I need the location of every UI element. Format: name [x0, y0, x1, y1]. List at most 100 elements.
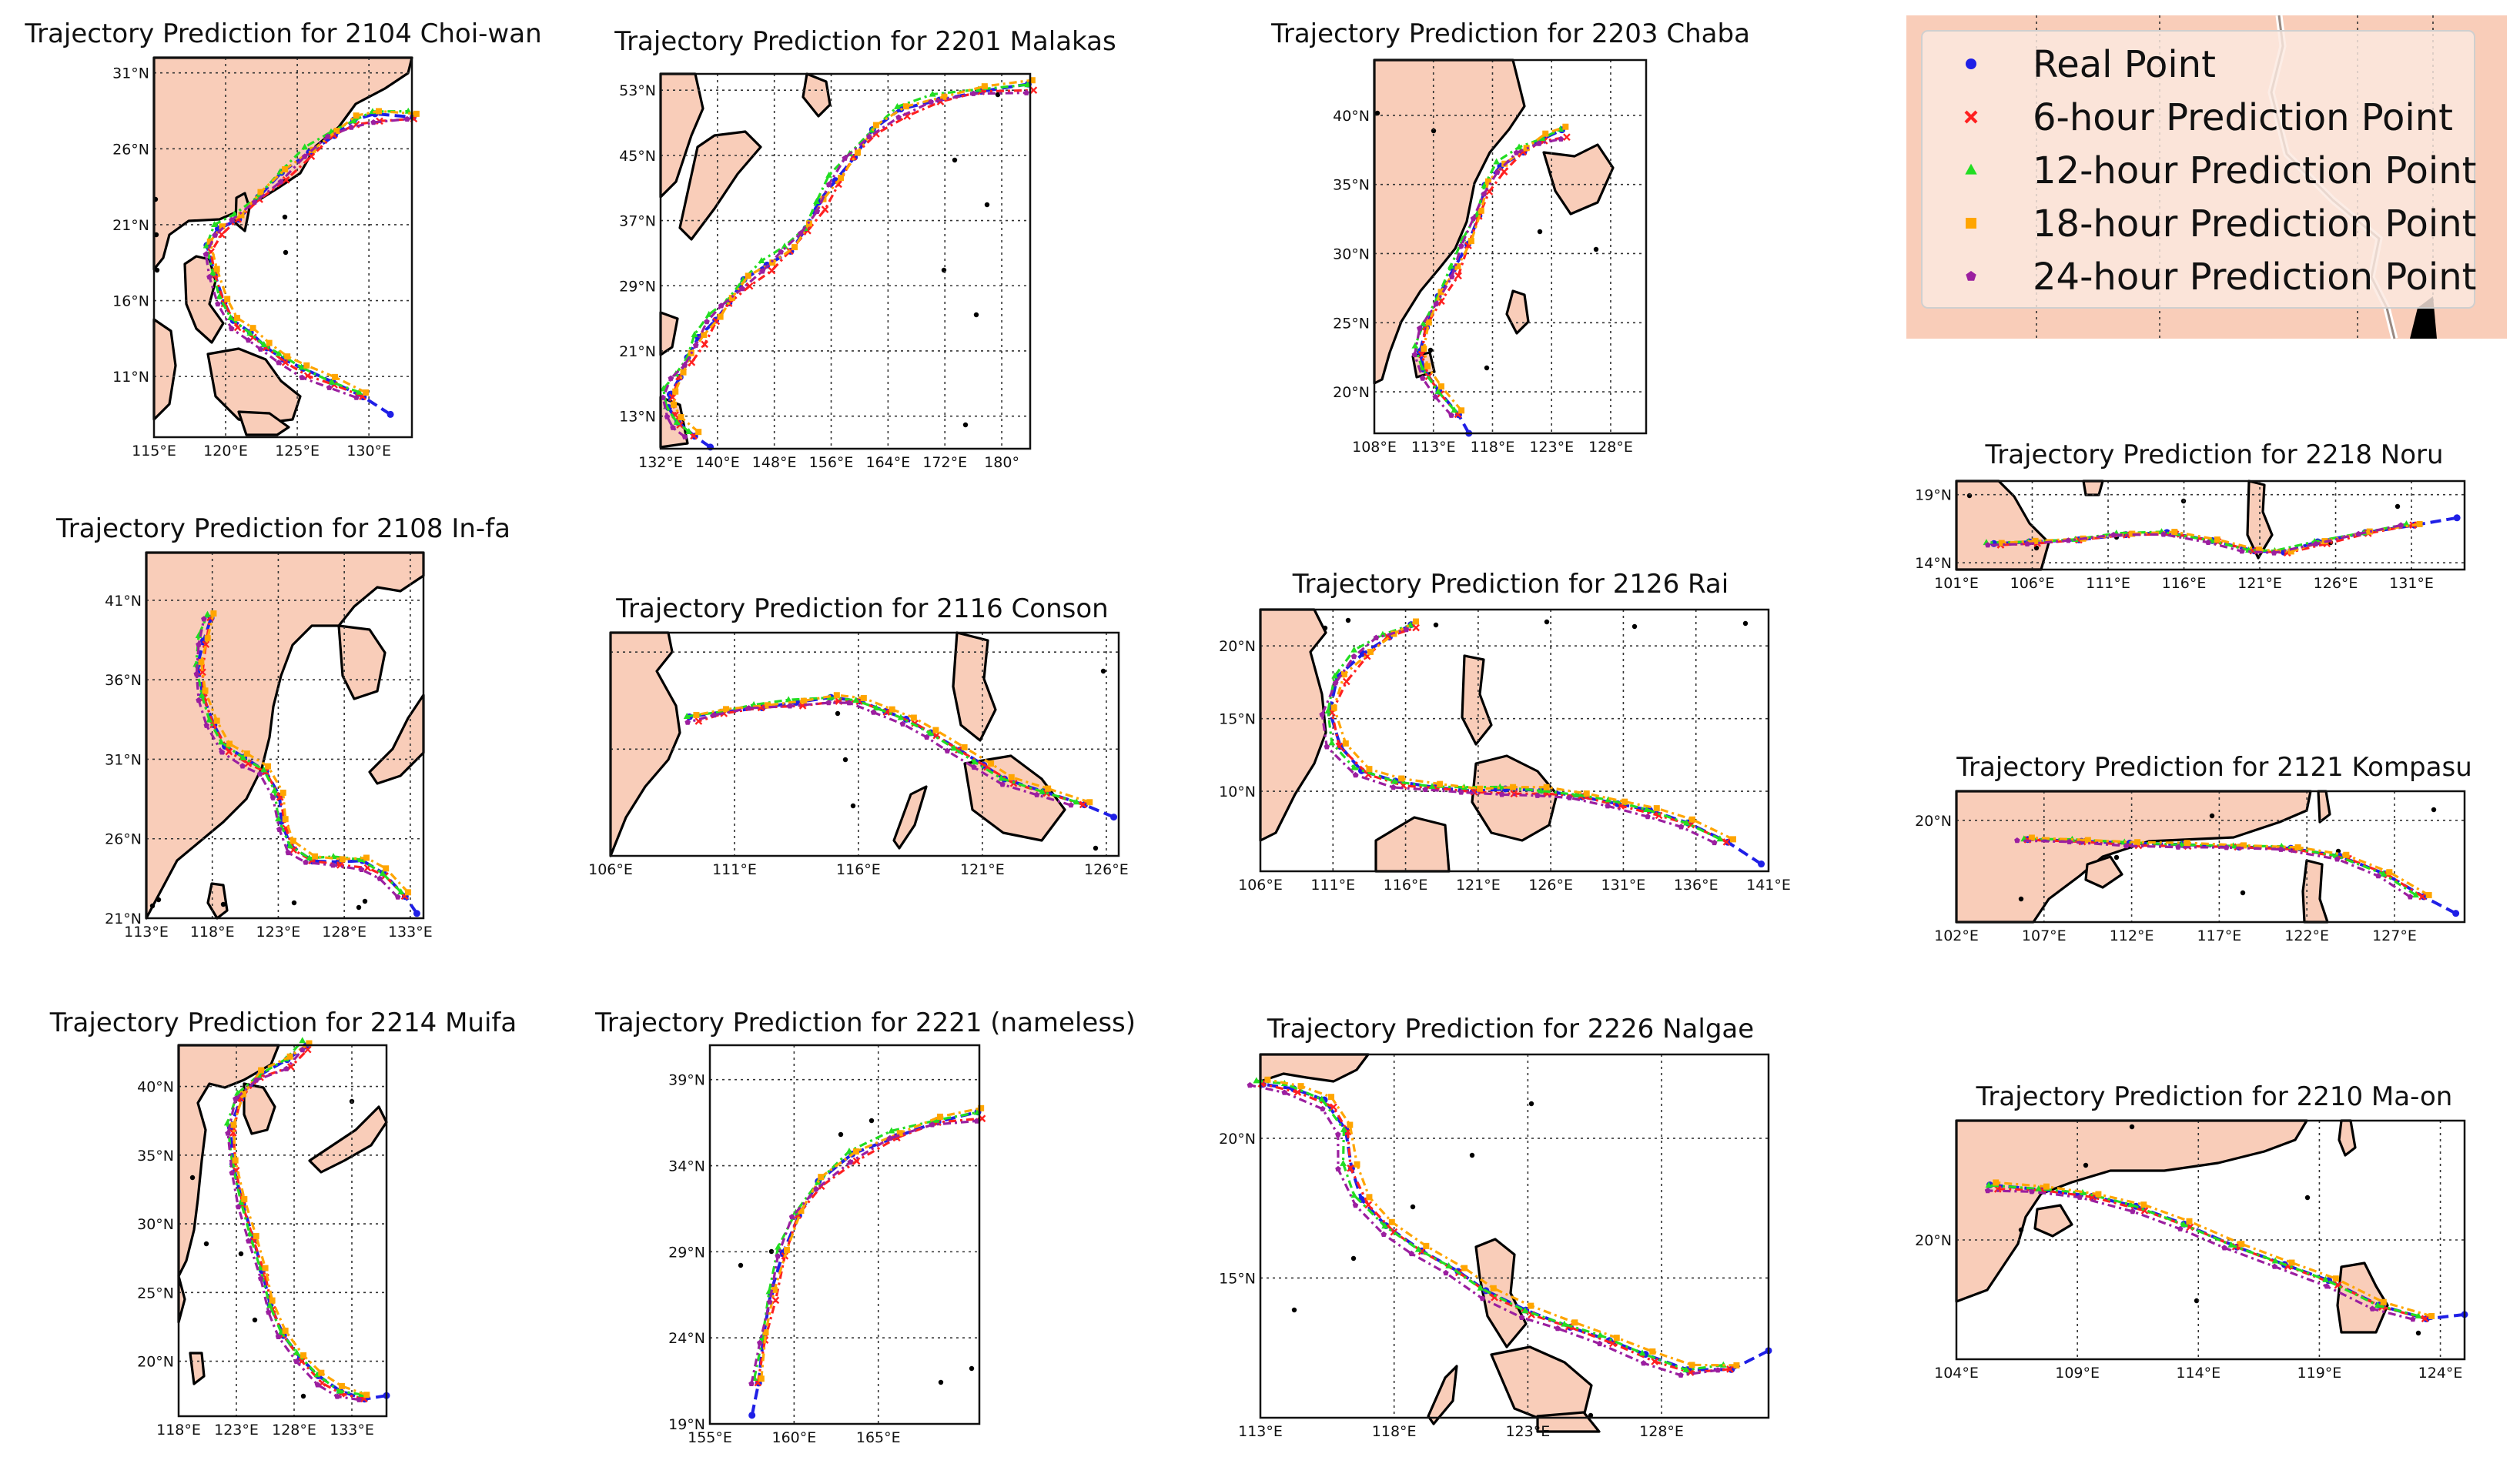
point-h24 [1352, 1202, 1359, 1208]
point-h24 [1678, 824, 1685, 830]
land-taiwan [2338, 1119, 2357, 1157]
point-h24 [229, 216, 235, 223]
land-visayas [963, 754, 1066, 842]
land-borneo [1374, 816, 1451, 873]
point-h18 [303, 362, 310, 369]
legend: Real Point 6-hour Prediction Point 12-hour… [1906, 15, 2507, 340]
point-h18 [1421, 345, 1427, 352]
plot-frame [659, 72, 1032, 450]
point-h12 [893, 102, 901, 109]
point-h24 [276, 826, 283, 832]
point-h24 [2123, 843, 2130, 849]
point-h18 [2134, 839, 2141, 846]
point-h12 [971, 758, 979, 765]
land-visayas-mindanao [1471, 754, 1558, 842]
point-h18 [2386, 869, 2393, 876]
point-h24 [215, 301, 221, 307]
point-h24 [1479, 1295, 1486, 1302]
point-h18 [2184, 840, 2190, 847]
island-dot [2431, 807, 2437, 813]
x-tick-label: 128°E [322, 924, 366, 941]
point-h18 [798, 1208, 805, 1215]
y-tick-label: 25°N [1333, 315, 1370, 332]
point-h12 [1420, 320, 1427, 327]
point-h18 [672, 388, 679, 395]
point-h12 [1414, 1245, 1422, 1252]
series-h24 [225, 1047, 363, 1402]
x-tick-label: 123°E [256, 924, 301, 941]
point-h12 [813, 197, 820, 204]
point-h12 [1447, 262, 1454, 269]
y-tick-label: 16°N [112, 293, 149, 310]
island-dot [156, 897, 162, 903]
island-dot [220, 901, 226, 907]
point-h24 [212, 232, 219, 238]
series-h24 [1985, 522, 2405, 556]
point-real [387, 410, 394, 418]
land-taiwan [1505, 289, 1530, 335]
island-dot [153, 232, 159, 238]
point-h18 [1729, 836, 1736, 843]
series-h24 [1984, 1188, 2416, 1322]
land-visayas [1490, 1345, 1593, 1425]
chart-2214-muifa: Trajectory Prediction for 2214 Muifa 118… [49, 1008, 517, 1439]
point-h24 [664, 413, 671, 419]
point-h24 [870, 709, 877, 715]
point-h24 [334, 1393, 340, 1399]
point-h24 [395, 894, 401, 900]
point-h24 [2221, 1245, 2227, 1251]
point-h6 [821, 206, 829, 214]
island-dot [1291, 1307, 1297, 1313]
point-h18 [961, 744, 968, 750]
point-h24 [1335, 1165, 1341, 1172]
y-tick-label: 45°N [619, 148, 656, 165]
y-tick-label: 11°N [112, 369, 149, 386]
island-dot [1537, 229, 1543, 235]
point-h24 [235, 1204, 242, 1210]
point-h12 [685, 427, 693, 434]
point-h12 [1716, 835, 1724, 842]
point-h18 [279, 789, 286, 796]
x-tick-label: 126°E [1084, 861, 1129, 878]
x-tick-label: 115°E [132, 443, 176, 459]
point-h24 [229, 1170, 236, 1176]
x-tick-label: 121°E [960, 861, 1005, 878]
point-h24 [1494, 169, 1501, 175]
point-h6 [1364, 1201, 1373, 1209]
island-dot [941, 267, 947, 273]
point-h18 [932, 727, 939, 734]
y-tick-label: 34°N [668, 1158, 705, 1175]
point-h18 [253, 1232, 259, 1239]
point-h24 [2355, 530, 2361, 536]
point-h12 [293, 1348, 300, 1355]
point-h18 [1354, 1161, 1360, 1168]
x-tick-label: 132°E [638, 454, 683, 471]
y-tick-label: 25°N [137, 1285, 174, 1302]
point-h24 [814, 208, 821, 214]
point-h6 [1342, 677, 1350, 686]
point-h18 [282, 166, 289, 173]
x-tick-label: 101°E [1934, 575, 1979, 592]
point-real [2452, 910, 2460, 917]
point-h12 [237, 1198, 245, 1205]
x-tick-label: 121°E [1456, 877, 1501, 894]
point-h24 [1068, 802, 1074, 808]
land-hainan [2082, 480, 2104, 496]
point-h24 [1408, 1250, 1414, 1257]
point-h18 [266, 339, 273, 346]
land-taiwan [189, 1352, 206, 1385]
point-h18 [1528, 1302, 1534, 1309]
island-dot [2415, 1330, 2421, 1336]
x-tick-label: 114°E [2176, 1365, 2220, 1382]
point-h12 [286, 842, 294, 849]
island-dot [252, 1317, 258, 1323]
point-h24 [1645, 814, 1651, 820]
point-h12 [1253, 1077, 1260, 1084]
series-h12 [751, 1108, 981, 1382]
point-h18 [941, 93, 948, 100]
point-h18 [353, 112, 360, 119]
point-h12 [2035, 1185, 2043, 1191]
point-h12 [1445, 1261, 1453, 1268]
point-h24 [1596, 1340, 1603, 1347]
point-h12 [1434, 387, 1442, 394]
